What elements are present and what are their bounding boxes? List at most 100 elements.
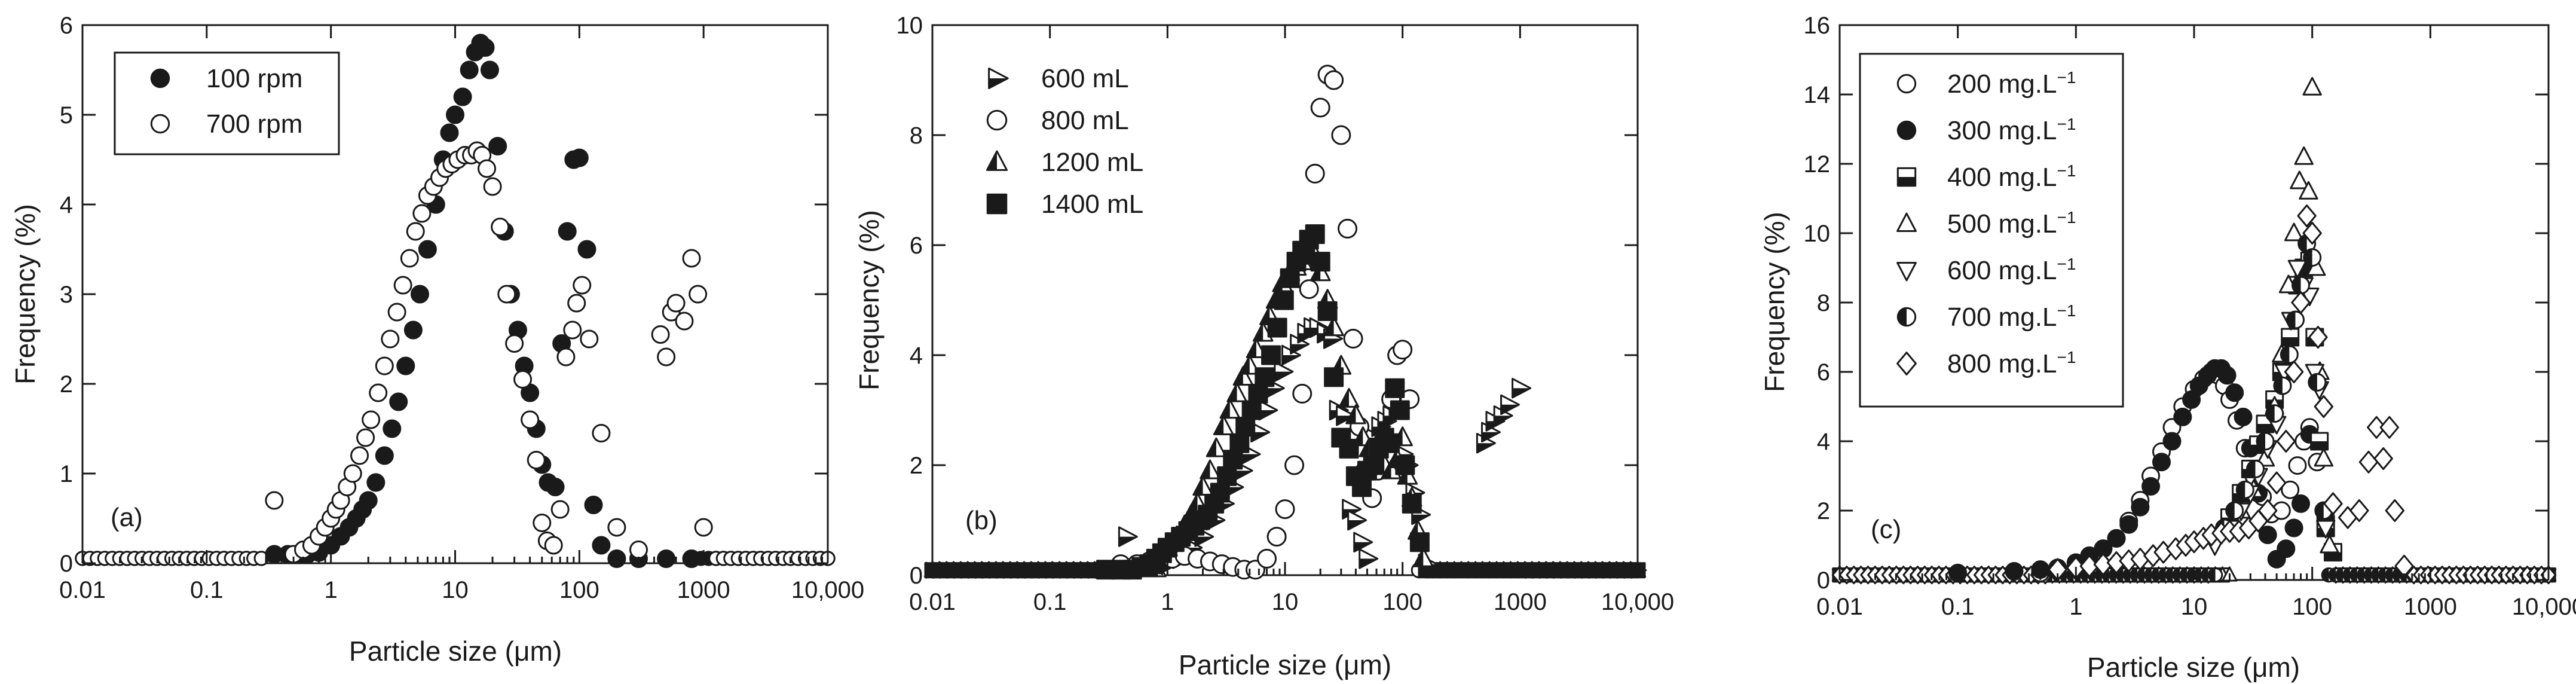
data-point — [1213, 415, 1234, 435]
y-tick-label: 6 — [910, 233, 923, 259]
legend-label-text: 200 mg.L — [1947, 69, 2057, 99]
data-point — [483, 177, 502, 196]
data-point — [1363, 455, 1383, 475]
data-point — [1274, 290, 1294, 310]
data-point — [1395, 455, 1415, 475]
legend-label-800-mg: 800 mg.L−1 — [1947, 348, 2076, 378]
y-tick-label: 10 — [897, 13, 923, 39]
chart-panel-b: 0.01 0.1 1 10 100 1000 10,000 0 2 4 6 8 10 (b) Parti… — [853, 13, 1674, 680]
data-point — [2255, 448, 2275, 467]
data-point — [567, 294, 586, 313]
data-point — [343, 464, 362, 483]
data-point — [2291, 291, 2311, 314]
data-point — [2119, 515, 2138, 534]
chart-panel-a: 0.01 0.1 1 10 100 1000 10,000 0 1 2 3 4 5 6 (a) Parti… — [10, 13, 864, 667]
data-point — [400, 249, 419, 268]
legend-markers — [986, 67, 1009, 215]
data-point — [2315, 520, 2336, 539]
y-axis-title: Frequency (%) — [1759, 212, 1790, 392]
x-tick-label: 1000 — [2404, 594, 2457, 620]
data-point — [1331, 125, 1351, 145]
data-point — [2234, 407, 2253, 426]
data-point — [556, 347, 576, 367]
data-point — [1200, 459, 1220, 480]
legend-label-text: 400 mg.L — [1947, 163, 2057, 192]
data-point — [1219, 399, 1241, 419]
x-tick-label: 1000 — [1494, 589, 1547, 615]
data-point — [521, 410, 540, 429]
y-tick-label: 12 — [1804, 151, 1831, 178]
legend-label-400-mg: 400 mg.L−1 — [1947, 161, 2076, 192]
data-point — [1338, 218, 1358, 239]
data-point — [2273, 376, 2292, 395]
legend-label-text: 700 mg.L — [1947, 303, 2057, 332]
axis-ticks: 0.01 0.1 1 10 100 1000 10,000 0 1 2 3 4 5 6 — [59, 13, 864, 603]
data-point — [2308, 372, 2327, 392]
data-point — [2349, 499, 2369, 522]
data-point — [375, 446, 394, 465]
data-point — [2314, 448, 2334, 467]
data-point — [1351, 477, 1372, 497]
data-point — [1280, 268, 1300, 288]
data-point — [2284, 518, 2303, 538]
data-point — [2299, 181, 2318, 200]
data-point — [453, 87, 472, 106]
legend-label-superscript: −1 — [2057, 68, 2076, 87]
data-point — [2284, 361, 2304, 383]
x-tick-label: 0.1 — [1033, 589, 1067, 615]
data-point — [2245, 459, 2265, 478]
data-point — [375, 356, 394, 375]
x-tick-label: 100 — [559, 577, 599, 603]
data-point — [1267, 317, 1287, 338]
data-point — [1258, 399, 1278, 421]
data-point — [544, 536, 563, 555]
data-point — [440, 123, 459, 142]
y-tick-label: 0 — [910, 563, 923, 589]
data-point — [2310, 432, 2329, 451]
data-point — [527, 451, 546, 469]
data-point — [1338, 387, 1360, 408]
x-tick-label: 0.1 — [190, 577, 224, 603]
data-point — [356, 428, 375, 447]
x-tick-label: 0.01 — [1816, 594, 1863, 620]
x-tick-label: 0.01 — [59, 577, 106, 603]
legend-marker — [1896, 167, 1917, 187]
legend-marker — [1896, 74, 1917, 94]
data-point — [563, 320, 582, 340]
data-point — [2373, 447, 2393, 470]
y-tick-label: 8 — [1817, 290, 1830, 316]
data-point — [607, 518, 626, 537]
data-point — [1317, 301, 1338, 321]
legend-markers — [1896, 74, 1917, 375]
data-point — [2131, 497, 2150, 517]
data-point — [418, 240, 437, 259]
data-point — [2280, 345, 2299, 364]
data-point — [406, 222, 425, 241]
legend-label-300-mg: 300 mg.L−1 — [1947, 115, 2076, 145]
x-tick-label: 10,000 — [2512, 594, 2576, 620]
data-point — [1500, 394, 1520, 416]
y-tick-label: 6 — [1817, 359, 1830, 386]
legend-label-superscript: −1 — [2057, 115, 2076, 133]
data-point — [2302, 222, 2322, 245]
data-point — [1390, 400, 1410, 420]
data-point — [1210, 483, 1230, 503]
data-point — [2266, 471, 2287, 494]
x-tick-label: 0.1 — [1941, 594, 1975, 620]
x-tick-label: 10,000 — [791, 577, 864, 603]
data-point — [2320, 535, 2339, 554]
data-point — [2294, 146, 2314, 165]
data-point — [2284, 222, 2304, 242]
legend-marker — [1896, 352, 1917, 375]
data-point — [478, 159, 497, 178]
data-point — [1275, 499, 1295, 520]
data-point — [682, 249, 701, 268]
legend: 100 rpm 700 rpm — [114, 51, 340, 155]
legend-label-text: 300 mg.L — [1947, 116, 2057, 145]
data-point — [1323, 316, 1344, 337]
data-point — [577, 240, 596, 259]
data-point — [1255, 367, 1275, 387]
panel-label: (c) — [1871, 515, 1901, 544]
legend-marker — [986, 150, 1008, 171]
data-point — [2286, 310, 2305, 329]
